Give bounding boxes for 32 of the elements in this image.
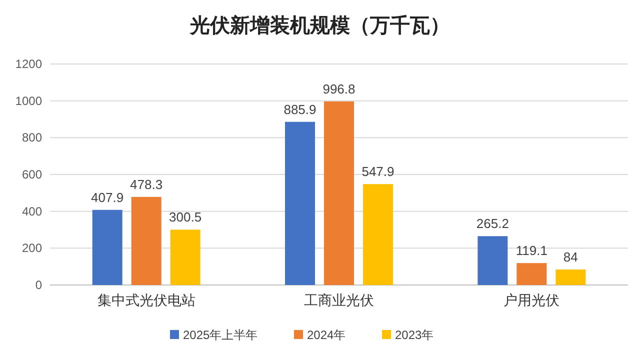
data-label: 885.9	[284, 102, 316, 117]
bar	[285, 122, 315, 285]
bar	[92, 210, 122, 285]
x-tick-label: 工商业光伏	[304, 292, 374, 308]
y-tick-label: 0	[35, 278, 42, 292]
y-tick-label: 600	[22, 168, 42, 182]
data-label: 265.2	[476, 216, 509, 232]
x-tick-label: 集中式光伏电站	[97, 292, 196, 308]
x-tick-label: 户用光伏	[504, 292, 560, 308]
y-tick-label: 1000	[15, 94, 42, 108]
bar	[556, 270, 586, 285]
y-tick-label: 800	[22, 130, 42, 145]
data-label: 300.5	[169, 210, 202, 225]
bar	[363, 184, 393, 285]
y-tick-label: 200	[22, 241, 42, 256]
data-label: 478.3	[130, 176, 163, 192]
bar	[478, 236, 508, 285]
bar	[516, 263, 547, 285]
data-label: 84	[563, 250, 578, 265]
bar	[170, 230, 200, 285]
legend-label: 2025年上半年	[183, 328, 258, 342]
data-label: 407.9	[91, 190, 124, 205]
legend-label: 2023年	[395, 328, 434, 342]
legend-label: 2024年	[307, 328, 346, 342]
data-label: 996.8	[322, 81, 356, 96]
bar	[131, 196, 162, 285]
chart-title: 光伏新增装机规模（万千瓦）	[189, 14, 450, 37]
y-tick-label: 1200	[15, 57, 42, 71]
data-label: 547.9	[362, 164, 394, 180]
data-label: 119.1	[516, 243, 548, 258]
y-tick-label: 400	[22, 204, 42, 218]
bar	[324, 101, 354, 285]
